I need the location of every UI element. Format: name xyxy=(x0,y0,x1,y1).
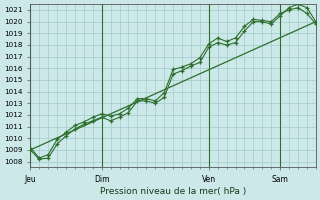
X-axis label: Pression niveau de la mer( hPa ): Pression niveau de la mer( hPa ) xyxy=(100,187,246,196)
